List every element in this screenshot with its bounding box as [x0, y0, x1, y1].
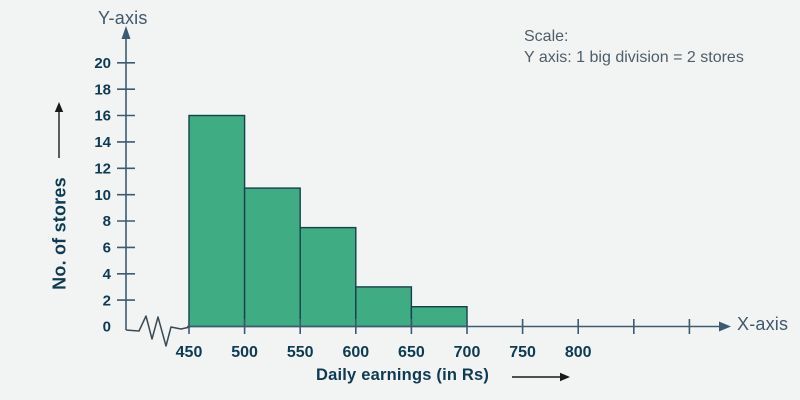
x-tick-label-450: 450: [176, 344, 203, 361]
y-axis-caption: Y-axis: [98, 8, 148, 28]
x-tick-label-650: 650: [398, 344, 425, 361]
bar-450-500: [188, 114, 246, 328]
x-tick-label-700: 700: [454, 344, 481, 361]
x-tick-label-550: 550: [287, 344, 314, 361]
y-tick-label-2: 2: [103, 292, 111, 309]
x-axis-arrowhead-icon: [719, 321, 731, 332]
x-axis-caption: X-axis: [737, 314, 789, 334]
y-tick-label-16: 16: [94, 108, 111, 125]
scale-note-detail: Y axis: 1 big division = 2 stores: [524, 49, 744, 66]
axis-break-zigzag: [125, 315, 191, 347]
x-tick-label-600: 600: [342, 344, 369, 361]
y-tick-label-4: 4: [103, 266, 112, 283]
y-axis-title: No. of stores: [49, 177, 70, 290]
y-tick-label-6: 6: [103, 240, 111, 257]
x-axis-title: Daily earnings (in Rs): [316, 366, 490, 384]
x-tick-label-500: 500: [231, 344, 258, 361]
y-tick-label-8: 8: [103, 213, 111, 230]
y-tick-label-14: 14: [94, 134, 111, 151]
y-tick-label-20: 20: [94, 55, 111, 72]
bar-600-650: [355, 286, 413, 328]
x-tick-label-800: 800: [565, 344, 592, 361]
bar-650-700: [410, 306, 468, 328]
y-title-arrowhead-icon: [54, 102, 64, 112]
y-tick-label-10: 10: [94, 187, 111, 204]
y-axis-arrowhead-icon: [121, 26, 131, 39]
y-tick-label-18: 18: [94, 81, 111, 98]
x-tick-label-750: 750: [509, 344, 536, 361]
bar-500-550: [243, 187, 301, 328]
x-title-arrowhead-icon: [560, 372, 570, 382]
bar-550-600: [299, 226, 357, 328]
y-tick-label-12: 12: [94, 161, 111, 178]
scale-note: Scale: Y axis: 1 big division = 2 stores: [524, 26, 744, 68]
y-tick-label-0: 0: [103, 319, 111, 336]
scale-note-heading: Scale:: [524, 28, 569, 45]
